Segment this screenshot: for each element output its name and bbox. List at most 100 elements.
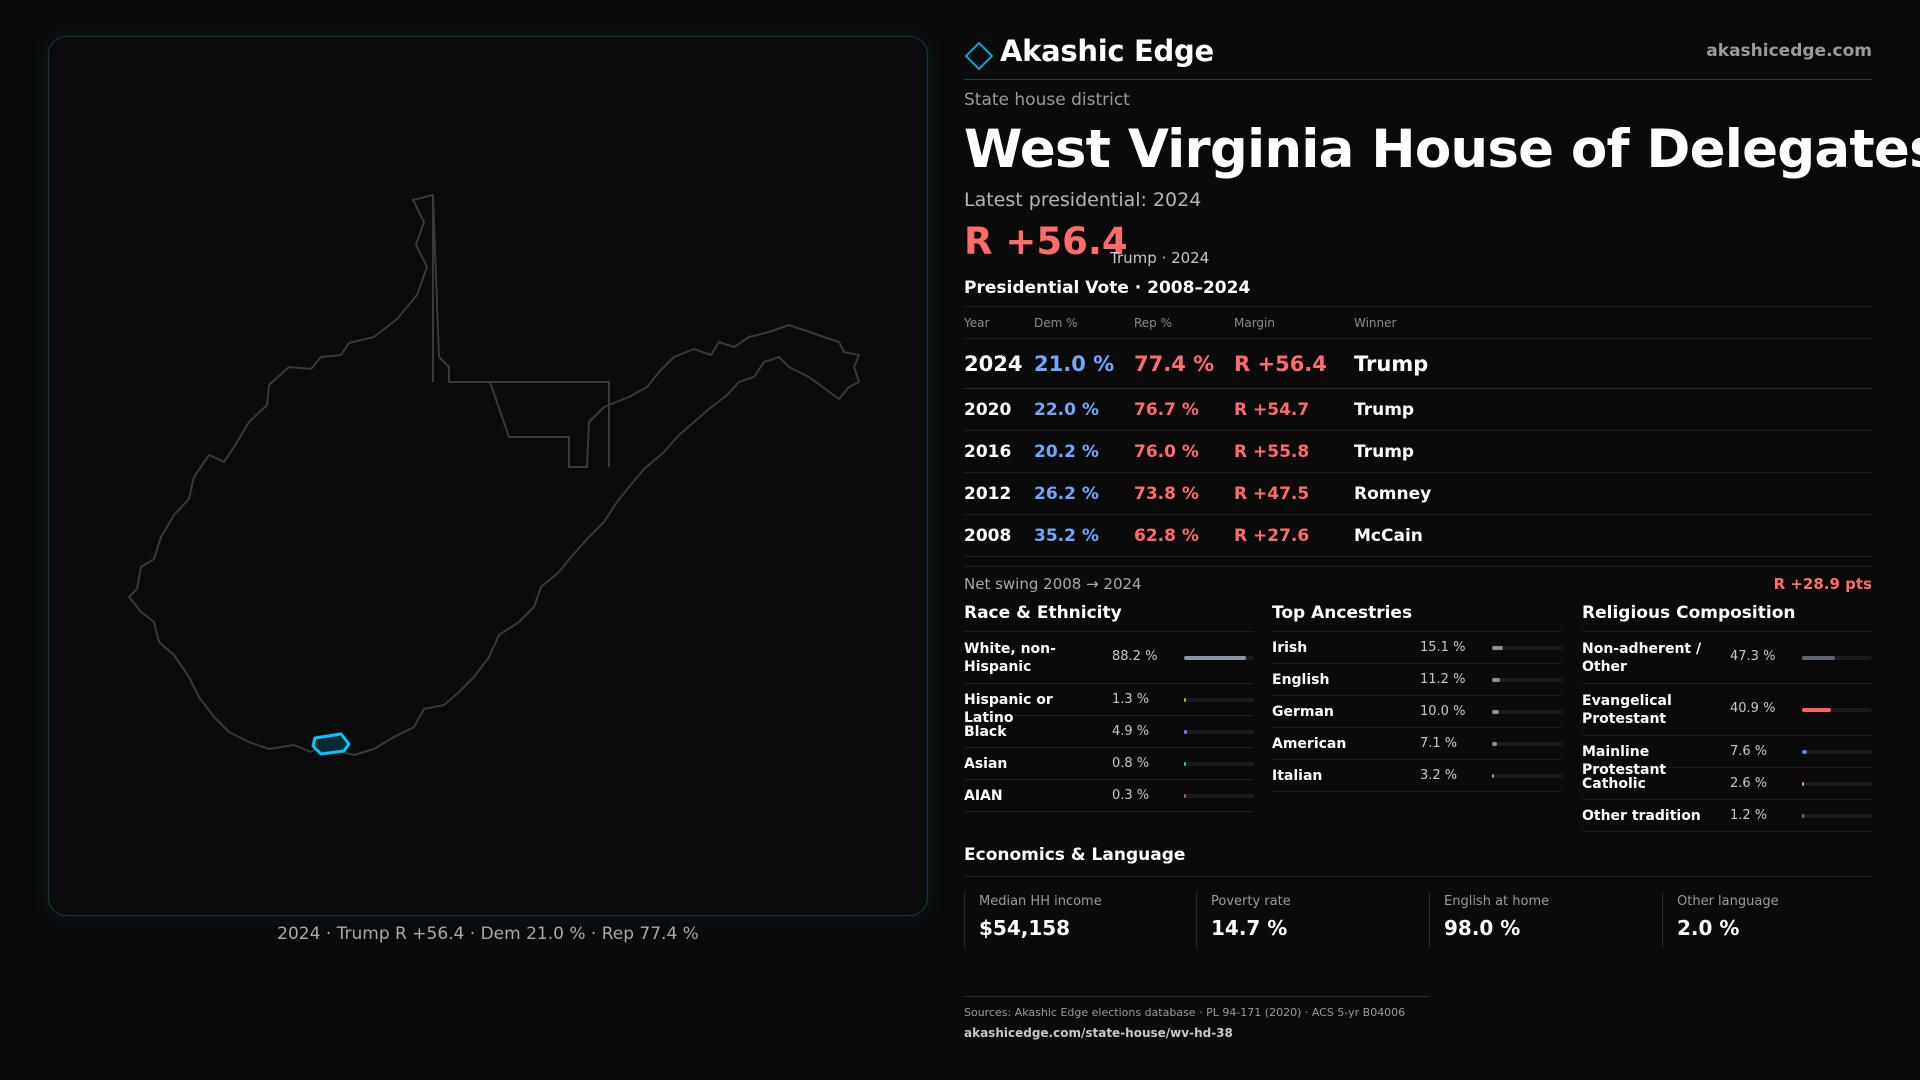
stat-label: Irish <box>1272 640 1308 656</box>
table-row: 2024 21.0 % 77.4 % R +56.4 Trump <box>964 339 1872 389</box>
stat-bar-fill <box>1492 774 1494 778</box>
ancestry-section: Top Ancestries Irish 15.1 % English 11.2… <box>1272 600 1562 792</box>
econ-value: 98.0 % <box>1444 916 1521 940</box>
row-margin: R +56.4 <box>1234 352 1327 376</box>
stat-row: German 10.0 % <box>1272 696 1562 728</box>
diamond-logo-icon <box>964 41 994 71</box>
stat-label: White, non-Hispanic <box>964 641 1056 675</box>
col-winner: Winner <box>1354 316 1397 330</box>
headline-margin: R +56.4 <box>964 220 1128 263</box>
state-map[interactable] <box>49 37 929 917</box>
stat-row: Mainline Protestant 7.6 % <box>1582 736 1872 778</box>
detail-panel: Akashic Edge akashicedge.com State house… <box>964 0 1920 1080</box>
stat-bar <box>1492 678 1562 682</box>
row-margin: R +55.8 <box>1234 442 1310 462</box>
stat-label: Black <box>964 724 1007 740</box>
row-year: 2020 <box>964 400 1012 420</box>
net-swing: Net swing 2008 → 2024 R +28.9 pts <box>964 566 1872 596</box>
stat-label: Non-adherent / Other <box>1582 641 1702 675</box>
religion-section: Religious Composition Non-adherent / Oth… <box>1582 600 1872 832</box>
row-year: 2024 <box>964 352 1023 376</box>
econ-cell: Median HH income $54,158 <box>964 892 1186 948</box>
district-highlight[interactable] <box>311 732 351 756</box>
stat-row: Catholic 2.6 % <box>1582 768 1872 800</box>
row-margin: R +27.6 <box>1234 526 1310 546</box>
stat-value: 1.3 % <box>1112 692 1150 707</box>
row-winner: McCain <box>1354 526 1423 546</box>
stat-value: 0.3 % <box>1112 788 1150 803</box>
row-dem: 22.0 % <box>1034 400 1099 420</box>
table-row: 2020 22.0 % 76.7 % R +54.7 Trump <box>964 389 1872 431</box>
ancestry-title: Top Ancestries <box>1272 600 1562 632</box>
stat-bar <box>1802 814 1872 818</box>
stat-bar-fill <box>1184 794 1186 798</box>
stat-value: 4.9 % <box>1112 724 1150 739</box>
row-margin: R +47.5 <box>1234 484 1310 504</box>
row-dem: 20.2 % <box>1034 442 1099 462</box>
stat-label: Catholic <box>1582 776 1646 792</box>
stat-value: 3.2 % <box>1420 768 1458 783</box>
stat-bar-fill <box>1184 730 1187 734</box>
econ-label: English at home <box>1444 894 1550 909</box>
brand-name[interactable]: Akashic Edge <box>1000 34 1214 68</box>
sources-divider <box>964 996 1429 997</box>
stat-bar <box>1802 656 1872 660</box>
presidential-heading: Presidential Vote · 2008–2024 <box>964 278 1251 298</box>
col-year: Year <box>964 316 990 330</box>
stat-value: 11.2 % <box>1420 672 1466 687</box>
stat-label: Evangelical Protestant <box>1582 693 1672 727</box>
row-rep: 76.7 % <box>1134 400 1199 420</box>
econ-label: Other language <box>1677 894 1779 909</box>
stat-bar-fill <box>1184 762 1186 766</box>
econ-value: 14.7 % <box>1211 916 1288 940</box>
row-winner: Romney <box>1354 484 1432 504</box>
stat-row: Italian 3.2 % <box>1272 760 1562 792</box>
page-title-wrap: West Virginia House of Delegates Distric… <box>964 112 1920 188</box>
stat-row: Evangelical Protestant 40.9 % <box>1582 684 1872 736</box>
table-row: 2012 26.2 % 73.8 % R +47.5 Romney <box>964 473 1872 515</box>
row-year: 2008 <box>964 526 1012 546</box>
stat-bar <box>1184 794 1254 798</box>
stat-bar-fill <box>1184 656 1246 660</box>
stat-bar-fill <box>1802 708 1831 712</box>
map-caption: 2024 · Trump R +56.4 · Dem 21.0 % · Rep … <box>277 924 699 944</box>
stat-label: American <box>1272 736 1347 752</box>
econ-label: Median HH income <box>979 894 1102 909</box>
econ-cell: Poverty rate 14.7 % <box>1196 892 1418 948</box>
stat-row: Non-adherent / Other 47.3 % <box>1582 632 1872 684</box>
stat-label: Hispanic or Latino <box>964 692 1053 726</box>
stat-value: 47.3 % <box>1730 649 1776 664</box>
stat-bar <box>1492 774 1562 778</box>
stat-bar <box>1184 730 1254 734</box>
stat-bar <box>1184 656 1254 660</box>
stat-bar <box>1184 698 1254 702</box>
brand-url[interactable]: akashicedge.com <box>1706 41 1872 61</box>
row-year: 2016 <box>964 442 1012 462</box>
stat-bar-fill <box>1492 646 1503 650</box>
latest-presidential-label: Latest presidential: 2024 <box>964 189 1202 211</box>
row-rep: 62.8 % <box>1134 526 1199 546</box>
economics-grid: Median HH income $54,158 Poverty rate 14… <box>964 892 1872 948</box>
map-panel[interactable] <box>48 36 928 916</box>
stat-bar-fill <box>1492 678 1500 682</box>
stat-bar-fill <box>1802 656 1835 660</box>
stat-label: Other tradition <box>1582 808 1701 824</box>
page-title: West Virginia House of Delegates Distric… <box>964 119 1920 180</box>
stat-value: 10.0 % <box>1420 704 1466 719</box>
stat-bar-fill <box>1802 782 1804 786</box>
stat-bar-fill <box>1492 710 1499 714</box>
headline-margin-sub: Trump · 2024 <box>1110 249 1210 267</box>
source-url-link[interactable]: akashicedge.com/state-house/wv-hd-38 <box>964 1026 1233 1040</box>
stat-row: American 7.1 % <box>1272 728 1562 760</box>
stat-row: AIAN 0.3 % <box>964 780 1254 812</box>
panhandle-line <box>432 195 610 467</box>
stat-bar-fill <box>1802 750 1807 754</box>
state-outline <box>128 194 860 756</box>
net-swing-value: R +28.9 pts <box>1773 575 1872 593</box>
stat-value: 40.9 % <box>1730 701 1776 716</box>
stat-value: 88.2 % <box>1112 649 1158 664</box>
stat-value: 1.2 % <box>1730 808 1768 823</box>
econ-value: $54,158 <box>979 916 1071 940</box>
col-rep: Rep % <box>1134 316 1173 330</box>
stat-bar <box>1802 750 1872 754</box>
